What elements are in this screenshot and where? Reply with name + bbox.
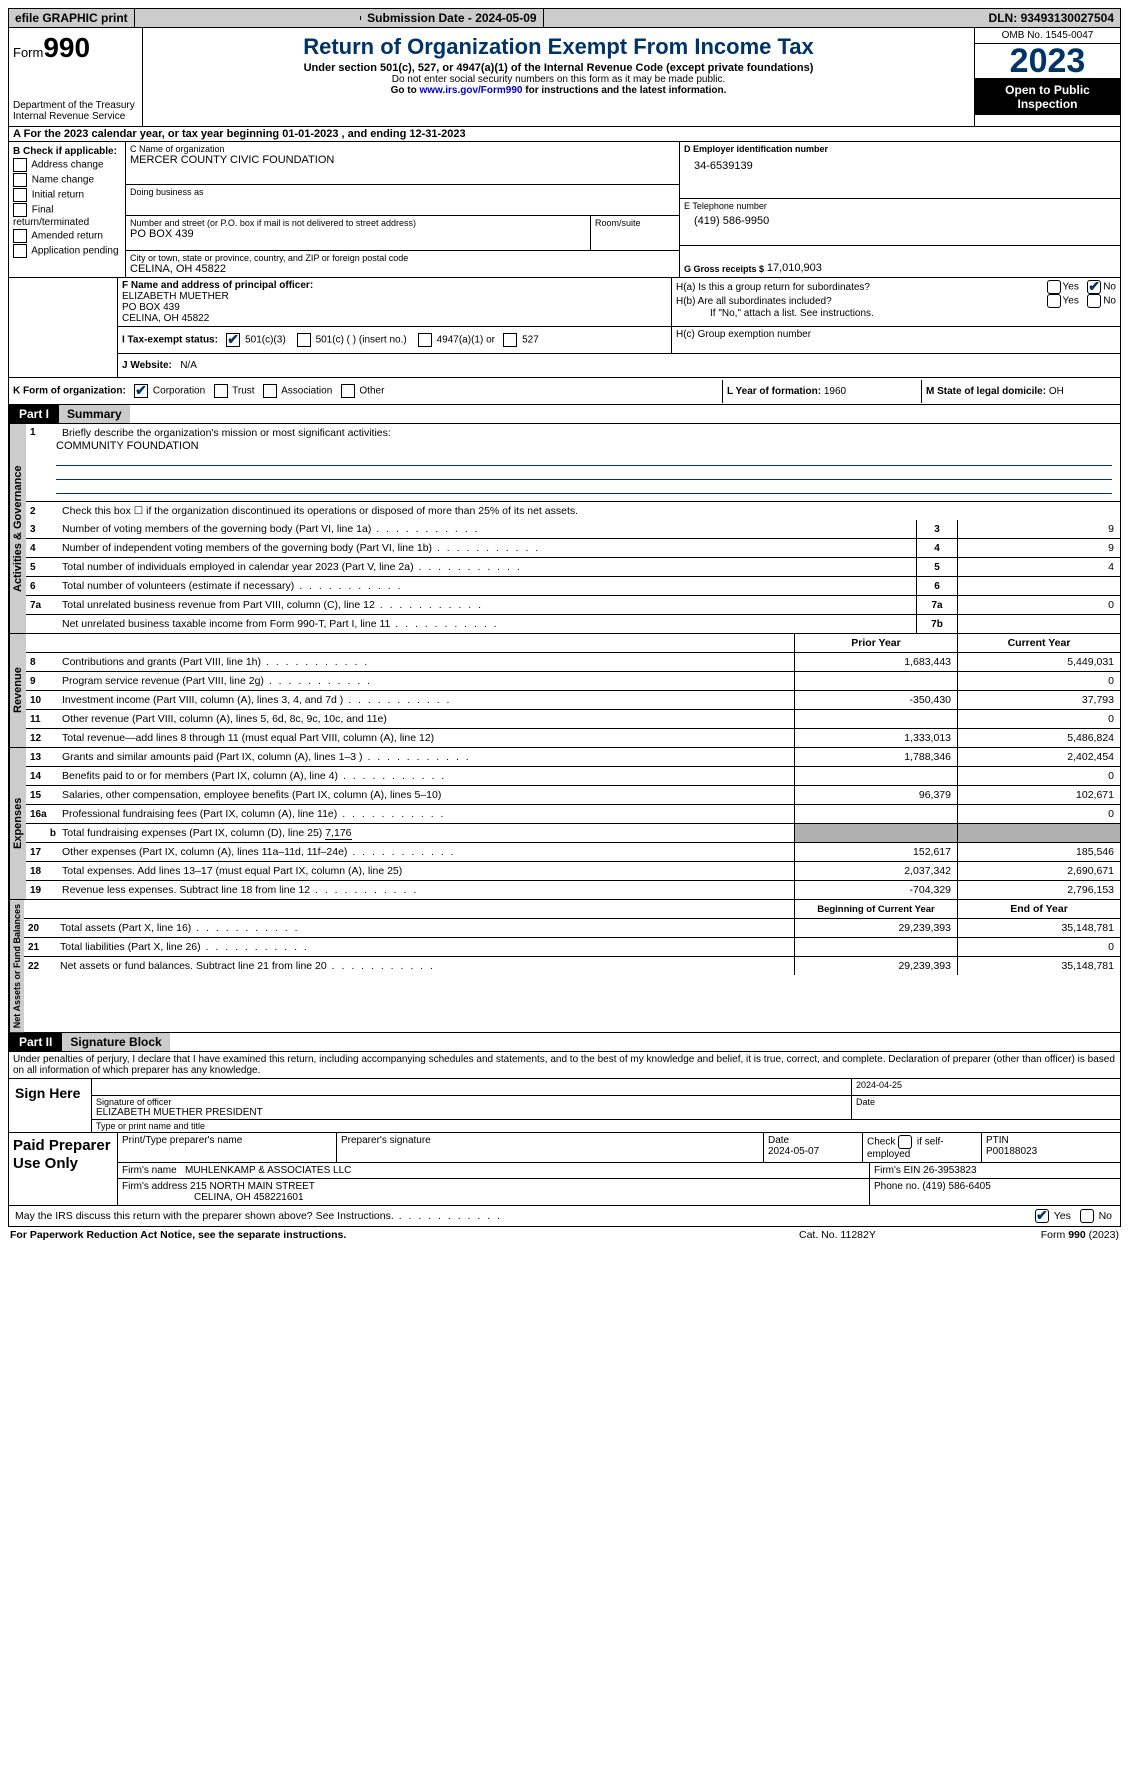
expenses-block: Expenses 13Grants and similar amounts pa… <box>8 748 1121 900</box>
corporation-checkbox <box>134 384 148 398</box>
org-address: PO BOX 439 <box>130 228 586 240</box>
netassets-block: Net Assets or Fund Balances Beginning of… <box>8 900 1121 1033</box>
vlabel-expenses: Expenses <box>9 748 26 899</box>
vlabel-netassets: Net Assets or Fund Balances <box>9 900 24 1032</box>
subtitle-1: Under section 501(c), 527, or 4947(a)(1)… <box>149 62 968 74</box>
spacer <box>544 16 983 20</box>
part-2-header: Part II Signature Block <box>8 1033 1121 1052</box>
org-name: MERCER COUNTY CIVIC FOUNDATION <box>130 154 675 166</box>
501c3-checkbox <box>226 333 240 347</box>
part-1-header: Part I Summary <box>8 405 1121 424</box>
box-f-officer: F Name and address of principal officer:… <box>118 278 672 326</box>
ein: 34-6539139 <box>684 154 1116 172</box>
vlabel-revenue: Revenue <box>9 634 26 747</box>
tax-year: 2023 <box>975 44 1120 79</box>
phone: (419) 586-9950 <box>684 211 1116 227</box>
col-d-e-g: D Employer identification number 34-6539… <box>679 142 1120 277</box>
gross-receipts: 17,010,903 <box>767 262 822 274</box>
dept-label: Department of the Treasury Internal Reve… <box>13 100 138 122</box>
col-c-name-addr: C Name of organization MERCER COUNTY CIV… <box>126 142 679 277</box>
governance-block: Activities & Governance 1Briefly describ… <box>8 424 1121 634</box>
row-a-tax-year: A For the 2023 calendar year, or tax yea… <box>8 127 1121 142</box>
page-footer: For Paperwork Reduction Act Notice, see … <box>8 1227 1121 1243</box>
identity-section: B Check if applicable: Address change Na… <box>8 142 1121 278</box>
row-j-website: J Website: N/A <box>118 354 1120 377</box>
subtitle-2: Do not enter social security numbers on … <box>149 74 968 85</box>
firm-name: MUHLENKAMP & ASSOCIATES LLC <box>185 1165 351 1176</box>
penalty-statement: Under penalties of perjury, I declare th… <box>8 1052 1121 1079</box>
top-bar: efile GRAPHIC print Submission Date - 20… <box>8 8 1121 28</box>
state-domicile: M State of legal domicile: OH <box>921 380 1120 403</box>
ha-no-checkbox <box>1087 280 1101 294</box>
box-h: H(a) Is this a group return for subordin… <box>672 278 1120 326</box>
sign-here-label: Sign Here <box>9 1079 92 1132</box>
form-header: Form990 Department of the Treasury Inter… <box>8 28 1121 127</box>
signature-block: Sign Here 2024-04-25 Signature of office… <box>8 1079 1121 1133</box>
header-left: Form990 Department of the Treasury Inter… <box>9 28 143 126</box>
firm-phone: (419) 586-6405 <box>922 1181 990 1192</box>
firm-ein: 26-3953823 <box>923 1165 976 1176</box>
form-title: Return of Organization Exempt From Incom… <box>149 34 968 60</box>
revenue-block: Revenue bPrior YearCurrent Year 8Contrib… <box>8 634 1121 748</box>
row-k-l-m: K Form of organization: Corporation Trus… <box>8 378 1121 405</box>
officer-name: ELIZABETH MUETHER PRESIDENT <box>96 1107 847 1118</box>
discuss-yes-checkbox <box>1035 1209 1049 1223</box>
f-h-i-j-cluster: F Name and address of principal officer:… <box>8 278 1121 378</box>
efile-label: efile GRAPHIC print <box>9 9 135 27</box>
row-i-exempt-status: I Tax-exempt status: 501(c)(3) 501(c) ( … <box>118 327 672 353</box>
vlabel-governance: Activities & Governance <box>9 424 26 633</box>
sign-date: 2024-04-25 <box>852 1079 1120 1096</box>
form-number: Form990 <box>13 32 138 64</box>
header-mid: Return of Organization Exempt From Incom… <box>143 28 974 126</box>
ptin: P00188023 <box>986 1146 1037 1157</box>
mission-text: COMMUNITY FOUNDATION <box>56 440 1112 452</box>
submission-date: Submission Date - 2024-05-09 <box>361 9 543 27</box>
spacer <box>135 16 361 20</box>
open-inspection: Open to Public Inspection <box>975 79 1120 115</box>
header-right: OMB No. 1545-0047 2023 Open to Public In… <box>974 28 1120 126</box>
discuss-row: May the IRS discuss this return with the… <box>8 1206 1121 1227</box>
dln: DLN: 93493130027504 <box>983 9 1120 27</box>
form990-link[interactable]: www.irs.gov/Form990 <box>419 85 522 96</box>
col-b-checkboxes: B Check if applicable: Address change Na… <box>9 142 126 277</box>
preparer-block: Paid Preparer Use Only Print/Type prepar… <box>8 1133 1121 1206</box>
year-formation: L Year of formation: 1960 <box>722 380 921 403</box>
org-city: CELINA, OH 45822 <box>130 263 675 275</box>
box-hc: H(c) Group exemption number <box>672 327 1120 353</box>
subtitle-3: Go to www.irs.gov/Form990 for instructio… <box>149 85 968 96</box>
paid-preparer-label: Paid Preparer Use Only <box>9 1133 118 1205</box>
